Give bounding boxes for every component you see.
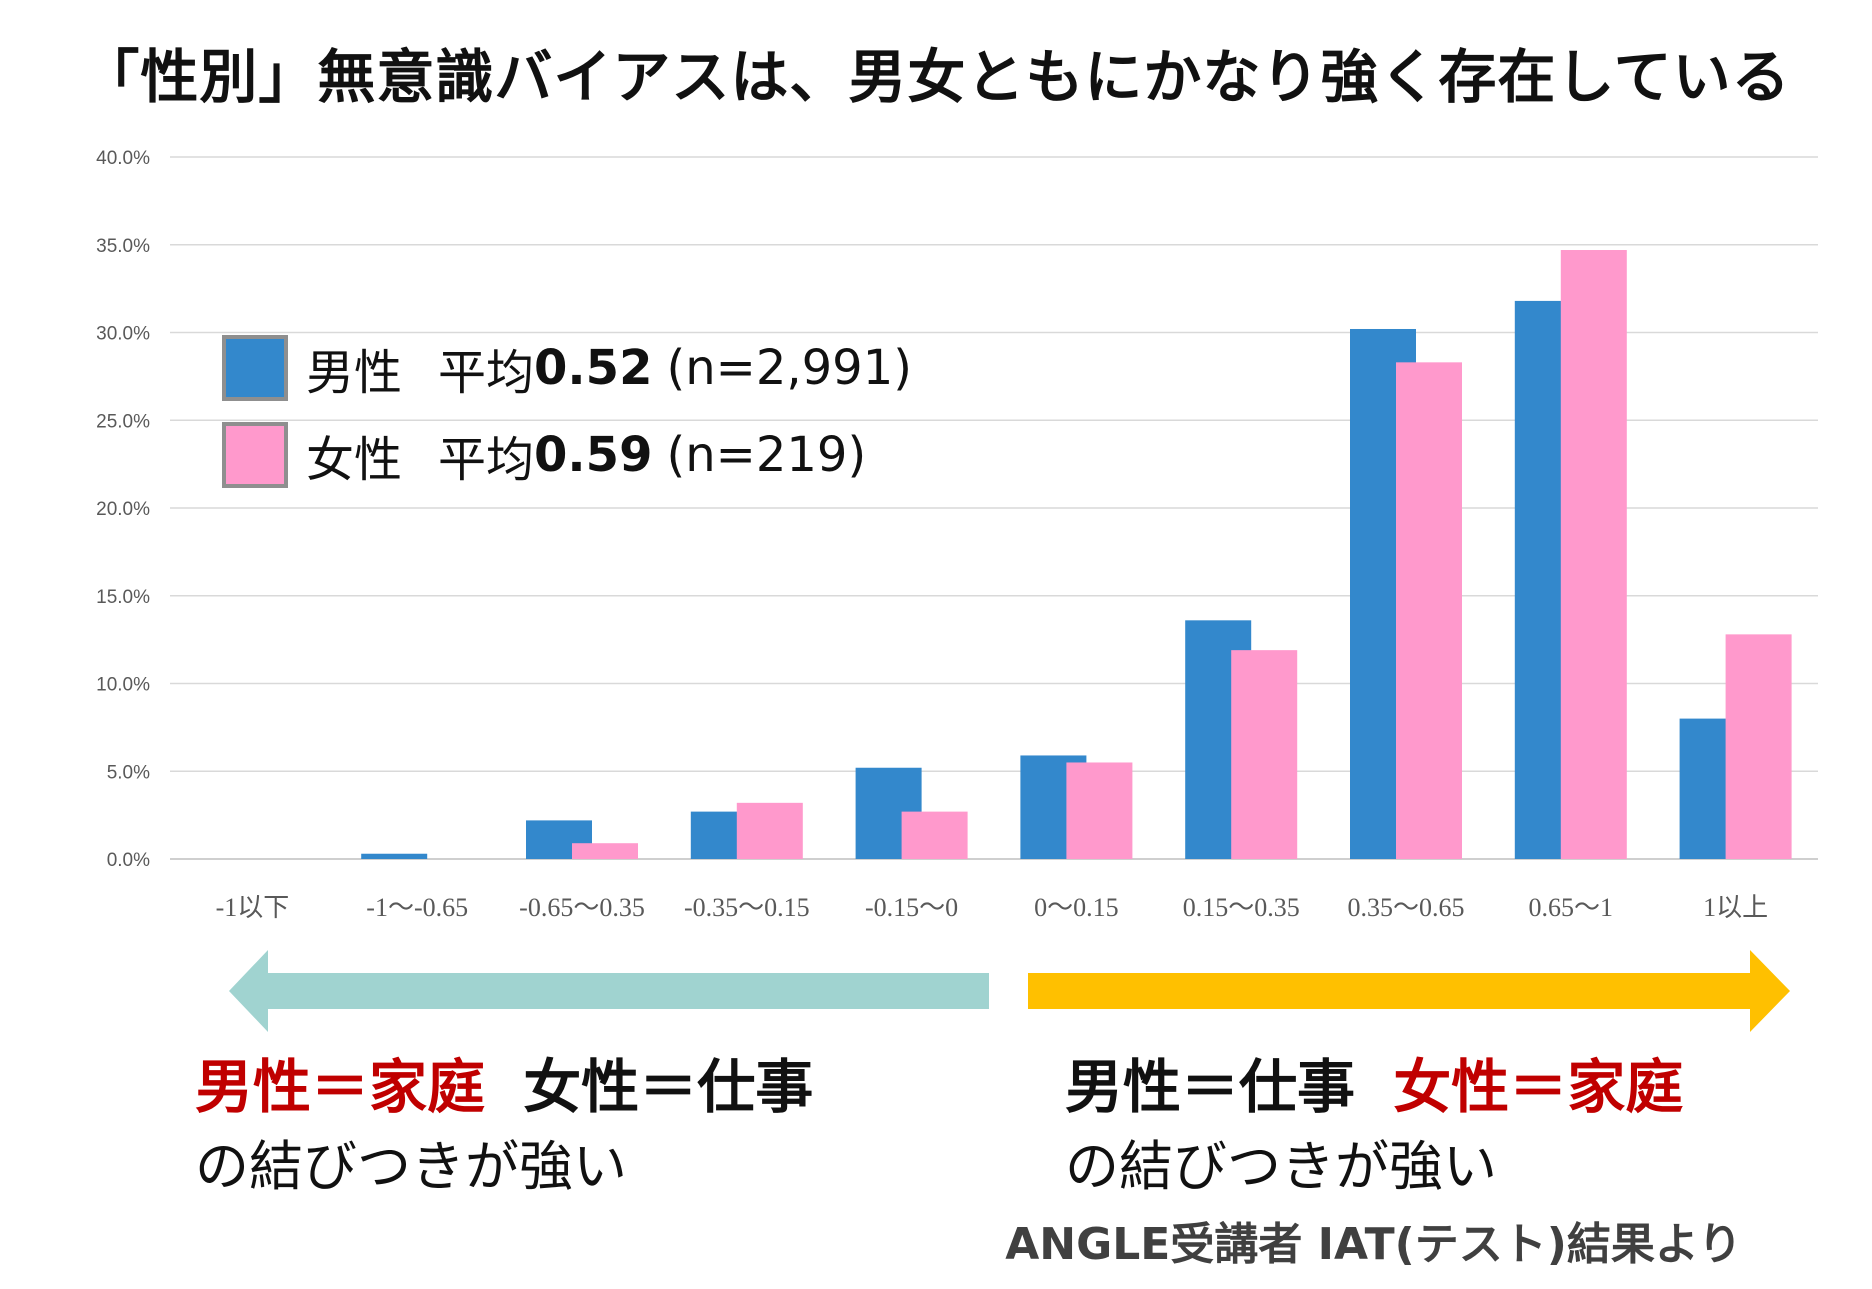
legend-female-name: 女性	[306, 432, 403, 488]
bar-female	[901, 811, 968, 859]
x-category-label: -1以下	[216, 893, 290, 922]
y-tick-label: 25.0%	[96, 411, 150, 432]
left-statement: 男性＝家庭 女性＝仕事	[195, 1040, 813, 1124]
legend-male-name: 男性	[306, 345, 403, 401]
bars	[361, 250, 1792, 859]
y-axis-ticks: 0.0% 5.0% 10.0% 15.0% 20.0% 25.0% 30.0% 35.0% 40…	[96, 148, 150, 871]
x-category-label: -0.35〜0.15	[684, 893, 810, 922]
bar-female	[1231, 650, 1298, 859]
y-tick-label: 10.0%	[96, 675, 150, 696]
right-statement: 男性＝仕事 女性＝家庭	[1065, 1040, 1683, 1124]
y-tick-label: 5.0%	[107, 762, 150, 783]
legend-female: 女性 平均 0.59 (n=219)	[222, 420, 866, 490]
right-statement-part2: 女性＝家庭	[1393, 1053, 1684, 1121]
x-category-label: 1以上	[1703, 893, 1768, 922]
bar-female	[1560, 250, 1627, 859]
bar-female	[1725, 634, 1792, 859]
left-arrow	[229, 950, 989, 1032]
x-category-label: 0.35〜0.65	[1347, 893, 1464, 922]
y-tick-label: 30.0%	[96, 324, 150, 345]
left-statement-part2: 女性＝仕事	[523, 1053, 814, 1121]
x-category-label: 0〜0.15	[1034, 893, 1119, 922]
y-tick-label: 15.0%	[96, 587, 150, 608]
legend-female-mean-label: 平均	[438, 432, 535, 488]
x-category-label: 0.65〜1	[1529, 893, 1614, 922]
legend-male-swatch	[222, 335, 288, 401]
bar-female	[736, 802, 803, 859]
y-tick-label: 20.0%	[96, 499, 150, 520]
legend-male-mean-label: 平均	[438, 345, 535, 401]
source-note: ANGLE受講者 IAT(テスト)結果より	[1005, 1219, 1742, 1270]
legend-female-mean-value: 0.59	[534, 427, 653, 483]
left-statement-sub: の結びつきが強い	[195, 1135, 627, 1198]
legend-female-n: (n=219)	[666, 427, 867, 483]
bar-male	[361, 853, 428, 859]
bar-female	[1066, 762, 1133, 859]
bar-female	[1396, 362, 1462, 859]
legend-male-mean-value: 0.52	[534, 340, 653, 396]
legend-male-n: (n=2,991)	[666, 340, 912, 396]
x-category-label: -1〜-0.65	[366, 893, 468, 922]
x-category-label: 0.15〜0.35	[1183, 893, 1300, 922]
right-arrow	[1028, 950, 1790, 1032]
legend-female-swatch	[222, 422, 288, 488]
direction-arrows	[229, 950, 1790, 1032]
x-category-label: -0.65〜0.35	[519, 893, 645, 922]
x-category-label: -0.15〜0	[865, 893, 958, 922]
y-tick-label: 0.0%	[107, 850, 150, 871]
y-tick-label: 40.0%	[96, 148, 150, 169]
right-statement-part1: 男性＝仕事	[1065, 1053, 1356, 1121]
bar-female	[572, 843, 638, 859]
left-statement-part1: 男性＝家庭	[195, 1053, 486, 1121]
x-axis-categories: -1以下 -1〜-0.65 -0.65〜0.35 -0.35〜0.15 -0.15〜0 0…	[216, 893, 1769, 922]
right-statement-sub: の結びつきが強い	[1065, 1135, 1497, 1198]
legend-male: 男性 平均 0.52 (n=2,991)	[222, 333, 912, 403]
y-tick-label: 35.0%	[96, 236, 150, 257]
page-title: 「性別」無意識バイアスは、男女ともにかなり強く存在している	[81, 43, 1791, 111]
